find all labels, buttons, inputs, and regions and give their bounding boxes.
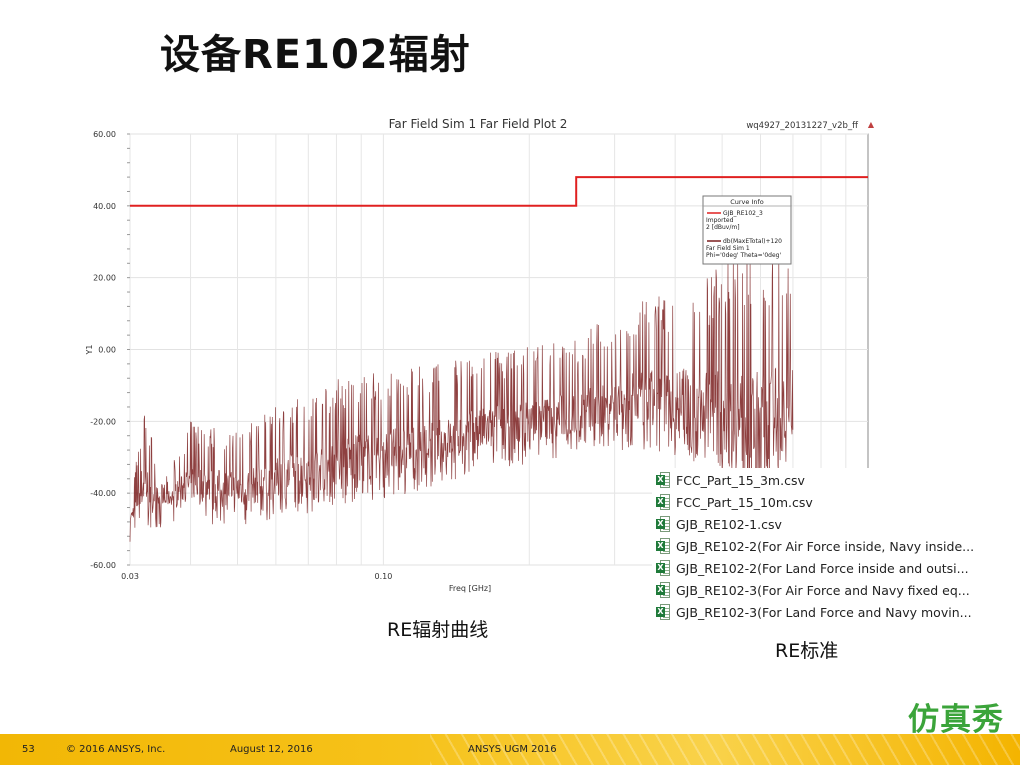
csv-file-list: X FCC_Part_15_3m.csv X FCC_Part_15_10m.c… bbox=[652, 468, 984, 628]
legend-box bbox=[702, 195, 792, 265]
file-name: GJB_RE102-3(For Air Force and Navy fixed… bbox=[676, 582, 970, 598]
emission-curve bbox=[129, 238, 794, 542]
file-item[interactable]: X FCC_Part_15_3m.csv bbox=[656, 470, 805, 490]
y-axis-label: Y1 bbox=[85, 345, 94, 356]
legend-entry-line: 2 [dBuv/m] bbox=[706, 224, 740, 231]
footer-date: August 12, 2016 bbox=[230, 744, 313, 755]
project-name: wq4927_20131227_v2b_ff bbox=[746, 121, 859, 131]
far-field-plot: 60.00 40.00 20.00 0.00 -20.00 -40.00 -60.00 0.0… bbox=[78, 112, 878, 597]
legend-header: Curve Info bbox=[730, 198, 764, 206]
footer-bar bbox=[0, 734, 1020, 765]
file-item[interactable]: X GJB_RE102-3(For Air Force and Navy fix… bbox=[656, 580, 970, 600]
legend-entry-line: Imported bbox=[706, 217, 734, 224]
file-item[interactable]: X GJB_RE102-2(For Land Force inside and … bbox=[656, 558, 969, 578]
limit-line bbox=[130, 176, 868, 207]
brand-logo: 仿真秀 bbox=[908, 702, 1004, 738]
y-tick-label: 0.00 bbox=[98, 346, 116, 355]
file-name: GJB_RE102-2(For Land Force inside and ou… bbox=[676, 560, 969, 576]
slide-title: 设备RE102辐射 bbox=[160, 32, 471, 78]
slide-footer: 53 © 2016 ANSYS, Inc. August 12, 2016 AN… bbox=[0, 734, 1020, 765]
collapse-arrow-icon: ▲ bbox=[868, 120, 875, 129]
x-tick-label: 0.10 bbox=[374, 572, 392, 581]
file-name: FCC_Part_15_3m.csv bbox=[676, 472, 805, 488]
y-tick-label: -40.00 bbox=[90, 489, 116, 498]
file-item[interactable]: X GJB_RE102-3(For Land Force and Navy mo… bbox=[656, 602, 972, 622]
caption-re-standard: RE标准 bbox=[775, 640, 839, 662]
footer-event: ANSYS UGM 2016 bbox=[468, 744, 557, 755]
copyright: © 2016 ANSYS, Inc. bbox=[66, 744, 166, 755]
excel-csv-icon: X bbox=[656, 560, 670, 576]
excel-csv-icon: X bbox=[656, 538, 670, 554]
excel-csv-icon: X bbox=[656, 516, 670, 532]
excel-csv-icon: X bbox=[656, 582, 670, 598]
legend-entry-line: Phi='0deg' Theta='0deg' bbox=[706, 252, 781, 259]
y-tick-label: -60.00 bbox=[90, 561, 116, 570]
page-number: 53 bbox=[22, 744, 35, 755]
y-tick-label: 20.00 bbox=[93, 274, 116, 283]
x-tick-label: 0.03 bbox=[121, 572, 139, 581]
file-name: GJB_RE102-2(For Air Force inside, Navy i… bbox=[676, 538, 975, 554]
legend-entry-name: GJB_RE102_3 bbox=[723, 210, 763, 217]
y-tick-label: -20.00 bbox=[90, 417, 116, 426]
y-tick-label: 40.00 bbox=[93, 202, 116, 211]
file-name: GJB_RE102-3(For Land Force and Navy movi… bbox=[676, 604, 972, 620]
file-item[interactable]: X FCC_Part_15_10m.csv bbox=[656, 492, 813, 512]
y-tick-label: 60.00 bbox=[93, 130, 116, 139]
legend-entry-name: db(MaxETotal)+120 bbox=[723, 238, 782, 245]
file-name: GJB_RE102-1.csv bbox=[676, 516, 782, 532]
excel-csv-icon: X bbox=[656, 604, 670, 620]
far-field-plot-svg: 60.00 40.00 20.00 0.00 -20.00 -40.00 -60.00 0.0… bbox=[85, 117, 875, 593]
plot-title: Far Field Sim 1 Far Field Plot 2 bbox=[389, 117, 568, 131]
file-name: FCC_Part_15_10m.csv bbox=[676, 494, 813, 510]
caption-re-curve: RE辐射曲线 bbox=[387, 619, 489, 641]
file-item[interactable]: X GJB_RE102-1.csv bbox=[656, 514, 782, 534]
excel-csv-icon: X bbox=[656, 494, 670, 510]
x-axis-label: Freq [GHz] bbox=[449, 584, 491, 593]
footer-stripes bbox=[430, 734, 1020, 765]
legend-entry-line: Far Field Sim 1 bbox=[706, 245, 750, 252]
file-item[interactable]: X GJB_RE102-2(For Air Force inside, Navy… bbox=[656, 536, 974, 556]
excel-csv-icon: X bbox=[656, 472, 670, 488]
